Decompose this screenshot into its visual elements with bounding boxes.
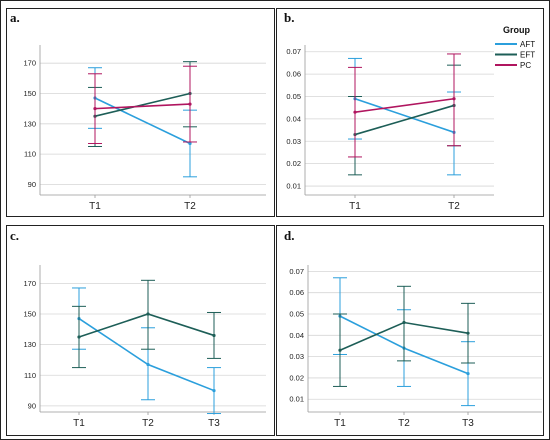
x-tick-label: T2 [448, 201, 460, 212]
series-aft [88, 67, 197, 178]
y-tick-label: 110 [24, 150, 36, 159]
y-tick-label: 0.07 [289, 267, 304, 276]
panel-frame [6, 225, 275, 436]
y-tick-label: 90 [28, 180, 36, 189]
panel-frame [276, 8, 544, 217]
data-point [146, 362, 150, 367]
y-tick-label: 0.04 [286, 114, 301, 123]
data-point [212, 333, 216, 338]
y-tick-label: 0.03 [286, 137, 301, 146]
y-tick-label: 150 [23, 310, 36, 319]
y-tick-label: 0.01 [286, 182, 301, 191]
series-line [94, 103, 191, 110]
y-tick-label: 0.02 [286, 159, 301, 168]
panel-3: c. 90 110 130 150 170 T1 T2 T3 [6, 225, 275, 436]
panel-frame [276, 225, 544, 436]
series-line [354, 97, 455, 113]
y-tick-label: 0.06 [289, 288, 304, 297]
series-line [94, 92, 191, 117]
series-pc [88, 65, 197, 144]
series-pc [348, 53, 461, 158]
data-point [212, 388, 216, 393]
x-tick-label: T3 [208, 418, 220, 429]
panel-2: b. 0.01 0.02 0.03 0.04 0.05 0.06 0.07 T1 T2 [276, 8, 544, 217]
y-tick-label: 0.05 [289, 310, 304, 319]
panel-label: c. [10, 228, 19, 243]
legend-item-pc: PC [495, 61, 531, 70]
series-line [94, 97, 191, 145]
legend-item-aft: AFT [495, 40, 535, 49]
data-point [188, 141, 192, 146]
data-point [338, 348, 342, 352]
y-tick-label: 0.02 [289, 373, 304, 382]
panel-1: a. 90 110 130 150 170 T1 T2 [6, 8, 275, 217]
x-tick-label: T1 [334, 418, 346, 429]
legend-label: PC [520, 61, 531, 70]
y-tick-label: 110 [24, 371, 36, 380]
data-point [402, 320, 406, 325]
x-tick-label: T1 [349, 201, 361, 212]
data-point [93, 107, 97, 111]
x-tick-label: T3 [462, 418, 474, 429]
series-line [78, 313, 215, 338]
data-point [146, 312, 150, 316]
y-tick-label: 130 [23, 119, 36, 128]
panel-label: a. [10, 10, 20, 25]
x-tick-label: T2 [184, 201, 196, 212]
panels: a. 90 110 130 150 170 T1 T2 b. 0.01 0.02 0.03 0.04 0.… [6, 8, 544, 436]
panel-frame [6, 8, 275, 217]
series-eft [333, 285, 475, 387]
data-point [452, 97, 456, 101]
y-tick-label: 0.07 [286, 47, 301, 56]
legend-title: Group [503, 25, 530, 35]
y-tick-label: 0.04 [289, 331, 304, 340]
y-tick-label: 90 [28, 401, 36, 410]
data-point [466, 372, 470, 376]
y-tick-label: 0.03 [289, 352, 304, 361]
panel-label: b. [284, 10, 294, 25]
series-aft [72, 287, 221, 415]
x-tick-label: T2 [398, 418, 410, 429]
series-eft [72, 279, 221, 369]
y-tick-label: 150 [23, 89, 36, 98]
x-tick-label: T1 [89, 201, 101, 212]
x-tick-label: T1 [73, 418, 85, 429]
y-tick-label: 0.06 [286, 70, 301, 79]
series-eft [348, 64, 461, 176]
legend-label: EFT [520, 51, 535, 60]
y-tick-label: 170 [23, 279, 36, 288]
x-tick-label: T2 [142, 418, 154, 429]
data-point [353, 110, 357, 114]
y-tick-label: 170 [23, 59, 36, 68]
data-point [77, 335, 81, 339]
legend-label: AFT [520, 40, 535, 49]
series-aft [348, 57, 461, 176]
data-point [466, 331, 470, 335]
series-line [354, 97, 455, 134]
data-point [188, 102, 192, 106]
y-tick-label: 130 [23, 340, 36, 349]
legend-item-eft: EFT [495, 51, 535, 60]
series-line [354, 104, 455, 136]
panel-label: d. [284, 228, 294, 243]
y-tick-label: 0.05 [286, 92, 301, 101]
panel-4: d. 0.01 0.02 0.03 0.04 0.05 0.06 0.07 T1 T2 T3 [276, 225, 544, 436]
y-tick-label: 0.01 [289, 395, 304, 404]
